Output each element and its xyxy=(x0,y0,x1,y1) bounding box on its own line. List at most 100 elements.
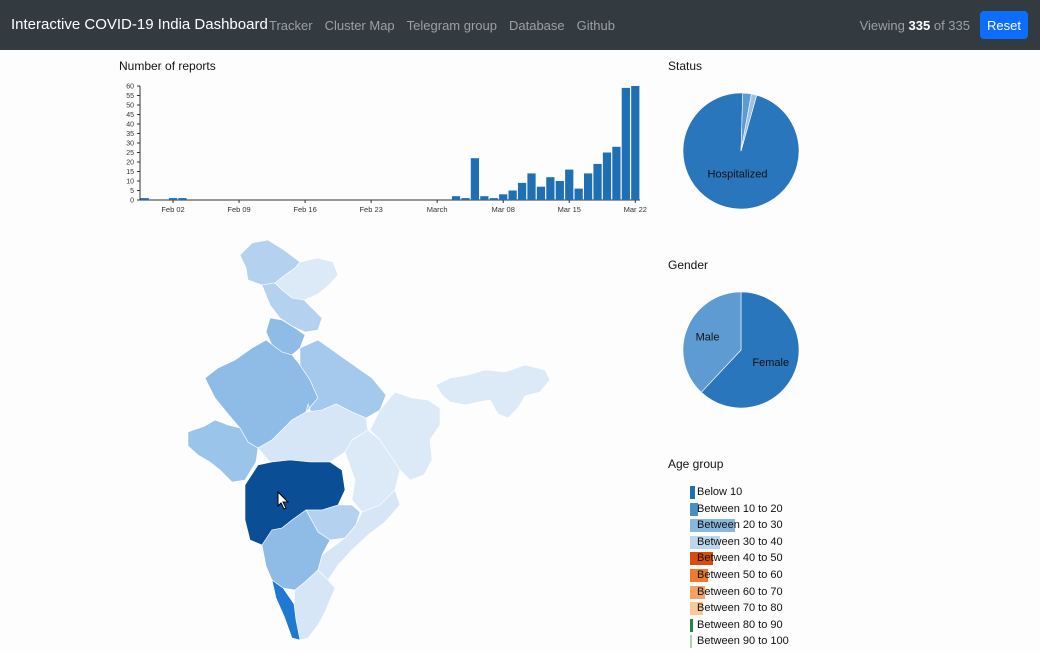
age-group-bar[interactable] xyxy=(690,569,708,582)
reports-bar[interactable] xyxy=(527,173,536,200)
nav-link-telegram-group[interactable]: Telegram group xyxy=(406,18,497,33)
reports-bar[interactable] xyxy=(546,177,555,200)
reports-bar[interactable] xyxy=(168,198,178,200)
reports-bar[interactable] xyxy=(470,158,480,200)
age-group-item[interactable]: Below 10 xyxy=(690,486,742,502)
age-group-bar[interactable] xyxy=(690,602,703,616)
age-group-item[interactable]: Between 80 to 90 xyxy=(690,618,783,635)
pie-slice[interactable] xyxy=(740,93,758,152)
nav-link-database[interactable]: Database xyxy=(508,18,565,33)
reports-bar[interactable] xyxy=(461,198,470,200)
age-group-label: Between 70 to 80 xyxy=(697,602,783,615)
map-region-gujarat[interactable] xyxy=(187,419,259,483)
viewing-filtered-count: 335 xyxy=(908,18,931,33)
age-chart-title: Age group xyxy=(668,457,724,471)
map-region-chhattisgarh[interactable] xyxy=(344,429,401,513)
viewing-prefix: Viewing xyxy=(859,18,905,33)
age-group-label: Between 10 to 20 xyxy=(697,502,783,515)
age-group-bar[interactable] xyxy=(690,585,705,599)
age-group-bar[interactable] xyxy=(690,519,735,533)
reports-bar[interactable] xyxy=(451,196,461,200)
pie-slice[interactable] xyxy=(700,291,800,409)
map-region-northeast[interactable] xyxy=(435,364,551,419)
nav-links: Tracker Cluster Map Telegram group Datab… xyxy=(269,18,615,33)
reports-bar[interactable] xyxy=(480,196,489,200)
age-group-item[interactable]: Between 20 to 30 xyxy=(690,519,783,535)
pie-slice[interactable] xyxy=(682,92,800,210)
reports-bar[interactable] xyxy=(593,163,602,200)
reports-bar[interactable] xyxy=(536,186,546,200)
age-group-label: Between 60 to 70 xyxy=(697,585,783,598)
reports-y-tick-label: 20 xyxy=(126,160,134,167)
age-group-label: Between 30 to 40 xyxy=(697,535,783,548)
reports-bar[interactable] xyxy=(489,198,498,200)
map-region-himachal[interactable] xyxy=(261,282,323,333)
reports-x-tick-label: Feb 16 xyxy=(293,205,316,214)
viewing-suffix: of 335 xyxy=(933,18,970,33)
age-group-bar[interactable] xyxy=(690,535,720,549)
reports-y-tick-label: 15 xyxy=(126,169,134,176)
reports-bar[interactable] xyxy=(178,198,187,200)
nav-link-github[interactable]: Github xyxy=(576,18,615,33)
reports-bar-chart[interactable]: 0 5 10 15 20 25 30 35 40 45 50 55 60 Feb 02 Feb 09 Feb … xyxy=(110,76,650,221)
reports-bar[interactable] xyxy=(602,152,612,201)
map-region-punjab-haryana[interactable] xyxy=(265,317,306,356)
reports-x-tick-label: Feb 23 xyxy=(359,205,382,214)
viewing-count-text: Viewing 335 of 335 xyxy=(860,18,970,33)
age-group-item[interactable]: Between 10 to 20 xyxy=(690,502,783,519)
age-group-item[interactable]: Between 50 to 60 xyxy=(690,569,783,585)
reports-y-tick-label: 25 xyxy=(126,150,134,157)
age-group-item[interactable]: Between 70 to 80 xyxy=(690,602,783,618)
reports-bar[interactable] xyxy=(583,173,593,200)
age-group-label: Between 50 to 60 xyxy=(697,569,783,581)
age-group-item[interactable]: Between 30 to 40 xyxy=(690,535,783,552)
reports-y-tick-label: 50 xyxy=(126,103,134,110)
age-group-label: Between 80 to 90 xyxy=(697,618,783,631)
mouse-pointer-icon xyxy=(277,490,290,510)
status-pie-chart[interactable]: Hospitalized xyxy=(680,90,802,212)
age-group-item[interactable]: Between 60 to 70 xyxy=(690,585,783,602)
age-group-item[interactable]: Between 90 to 100 xyxy=(690,635,789,651)
india-choropleth-map[interactable] xyxy=(180,238,560,650)
reports-y-tick-label: 30 xyxy=(126,141,134,148)
age-group-label: Between 90 to 100 xyxy=(697,635,789,648)
pie-slice[interactable] xyxy=(682,291,742,393)
status-chart-title: Status xyxy=(668,59,703,73)
reports-bar[interactable] xyxy=(555,181,564,200)
reports-bar[interactable] xyxy=(499,194,508,200)
reports-y-tick-label: 45 xyxy=(126,112,134,119)
reports-bar[interactable] xyxy=(612,146,621,200)
reports-x-tick-label: March xyxy=(427,205,448,214)
age-group-bar[interactable] xyxy=(690,635,692,649)
reports-bar[interactable] xyxy=(517,182,527,200)
reports-bar[interactable] xyxy=(140,198,149,200)
reports-x-tick-label: Feb 02 xyxy=(161,205,184,214)
reports-y-tick-label: 5 xyxy=(130,188,134,195)
map-region-jammu-kashmir[interactable] xyxy=(239,239,301,286)
gender-pie-chart[interactable]: Female Male xyxy=(680,289,802,411)
gender-chart-title: Gender xyxy=(668,258,709,272)
pie-slice-label: Female xyxy=(752,357,789,369)
age-group-item[interactable]: Between 40 to 50 xyxy=(690,552,783,568)
reports-bar[interactable] xyxy=(621,87,630,200)
reports-y-tick-label: 10 xyxy=(126,179,134,186)
reports-bar[interactable] xyxy=(565,169,574,200)
reset-button[interactable]: Reset xyxy=(980,11,1028,39)
reports-y-tick-label: 35 xyxy=(126,131,134,138)
reports-bar[interactable] xyxy=(631,86,640,200)
age-group-bar[interactable] xyxy=(690,552,713,566)
age-group-bar[interactable] xyxy=(690,486,695,499)
age-group-bar[interactable] xyxy=(690,502,698,516)
pie-slice-label: Male xyxy=(696,332,720,344)
age-group-bar[interactable] xyxy=(690,618,693,632)
reports-x-tick-label: Mar 22 xyxy=(624,205,647,214)
nav-link-tracker[interactable]: Tracker xyxy=(269,18,313,33)
reports-chart-title: Number of reports xyxy=(119,59,216,73)
reports-bar[interactable] xyxy=(574,188,583,200)
nav-link-cluster-map[interactable]: Cluster Map xyxy=(324,18,395,33)
navbar: Interactive COVID-19 India Dashboard Tra… xyxy=(0,0,1040,50)
reports-x-tick-label: Feb 09 xyxy=(227,205,250,214)
brand-title[interactable]: Interactive COVID-19 India Dashboard xyxy=(11,16,268,33)
map-region-kerala[interactable] xyxy=(271,579,301,641)
reports-bar[interactable] xyxy=(508,190,517,201)
